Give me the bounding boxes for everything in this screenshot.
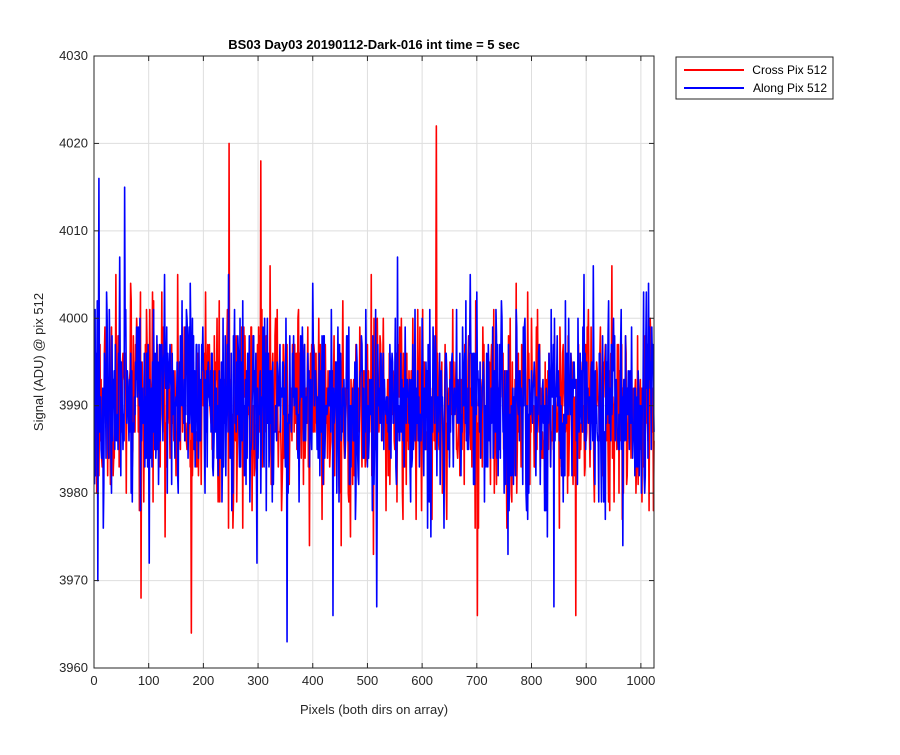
x-tick-label: 800 <box>521 673 543 688</box>
chart-title: BS03 Day03 20190112-Dark-016 int time = … <box>228 37 520 52</box>
x-tick-label: 200 <box>193 673 215 688</box>
y-tick-label: 4010 <box>59 223 88 238</box>
legend: Cross Pix 512 Along Pix 512 <box>675 56 834 100</box>
series-layer <box>93 125 655 643</box>
ticks: 0 100 200 300 400 500 600 700 800 900 1000 3960 3970… <box>59 48 655 688</box>
x-axis-label: Pixels (both dirs on array) <box>300 702 448 717</box>
legend-box <box>675 56 834 100</box>
y-axis-label: Signal (ADU) @ pix 512 <box>31 293 46 431</box>
y-tick-label: 4020 <box>59 135 88 150</box>
y-tick-label: 3960 <box>59 660 88 675</box>
plot-frame <box>93 55 655 669</box>
y-tick-label: 4030 <box>59 48 88 63</box>
legend-label-cross: Cross Pix 512 <box>752 63 827 77</box>
y-tick-label: 3970 <box>59 573 88 588</box>
x-tick-label: 500 <box>357 673 379 688</box>
y-tick-label: 4000 <box>59 310 88 325</box>
x-tick-label: 300 <box>247 673 269 688</box>
x-tick-label: 0 <box>90 673 97 688</box>
x-tick-label: 600 <box>411 673 433 688</box>
x-tick-label: 900 <box>575 673 597 688</box>
x-tick-label: 400 <box>302 673 324 688</box>
series-line-along-pix <box>93 177 655 643</box>
legend-label-along: Along Pix 512 <box>753 81 827 95</box>
y-tick-label: 3990 <box>59 398 88 413</box>
x-tick-label: 1000 <box>626 673 655 688</box>
y-tick-label: 3980 <box>59 485 88 500</box>
x-tick-label: 100 <box>138 673 160 688</box>
x-tick-label: 700 <box>466 673 488 688</box>
